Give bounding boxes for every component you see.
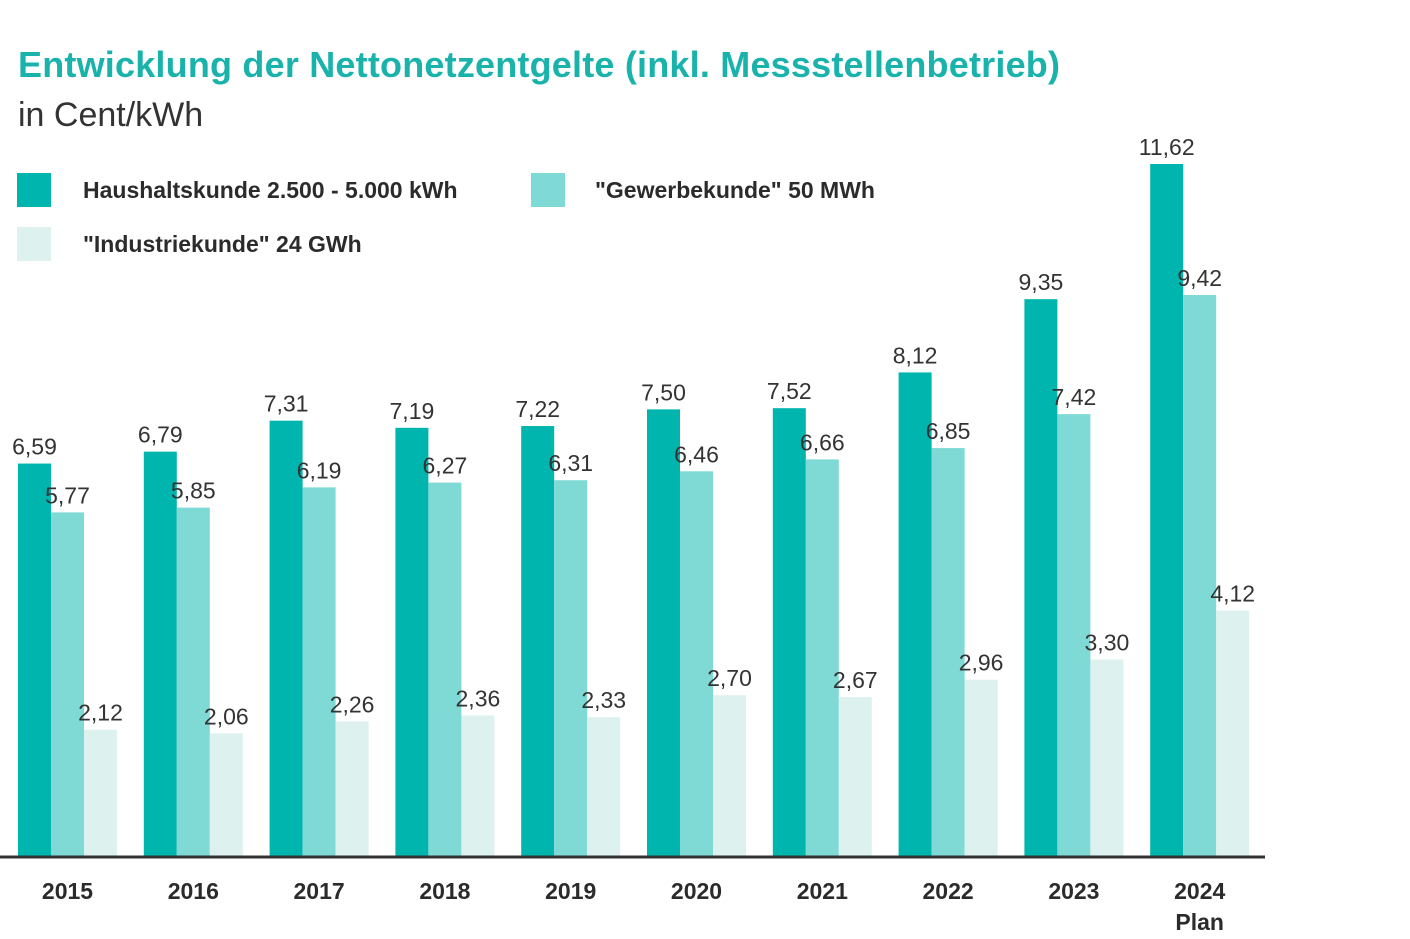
bar-gewerbekunde-2016: [176, 507, 210, 856]
value-label-haushaltskunde-2024: 11,62: [1139, 134, 1195, 160]
value-label-haushaltskunde-2020: 7,50: [641, 379, 686, 405]
value-label-industriekunde-2020: 2,70: [707, 665, 752, 691]
bar-industriekunde-2017: [335, 721, 369, 856]
x-tick-label-2024-line2: Plan: [1175, 909, 1224, 935]
legend-item-gewerbekunde: "Gewerbekunde" 50 MWh: [531, 173, 875, 207]
x-tick-label-2016: 2016: [168, 878, 219, 904]
value-label-industriekunde-2018: 2,36: [456, 685, 501, 711]
bar-industriekunde-2023: [1090, 659, 1124, 856]
value-label-gewerbekunde-2020: 6,46: [674, 441, 719, 467]
x-tick-label-2020: 2020: [671, 878, 722, 904]
value-label-industriekunde-2021: 2,67: [833, 667, 878, 693]
value-label-industriekunde-2024: 4,12: [1210, 581, 1255, 607]
value-label-haushaltskunde-2017: 7,31: [264, 391, 309, 417]
bar-gewerbekunde-2018: [428, 482, 462, 856]
bar-gewerbekunde-2020: [680, 471, 713, 856]
value-label-haushaltskunde-2015: 6,59: [12, 434, 57, 460]
value-label-haushaltskunde-2021: 7,52: [767, 378, 812, 404]
x-tick-label-2017: 2017: [294, 878, 345, 904]
bar-haushaltskunde-2015: [18, 463, 51, 856]
x-tick-label-2019: 2019: [545, 878, 596, 904]
bar-chart: 6,59 5,77 2,12 2015 6,79 5,85 2,06 2016 7,31 6,19…: [0, 134, 1265, 935]
bar-gewerbekunde-2022: [931, 448, 965, 856]
value-label-gewerbekunde-2022: 6,85: [926, 418, 971, 444]
value-label-gewerbekunde-2018: 6,27: [423, 453, 468, 479]
legend-label-industriekunde: "Industriekunde" 24 GWh: [83, 230, 362, 257]
bar-industriekunde-2021: [838, 696, 872, 856]
bar-haushaltskunde-2020: [647, 409, 680, 856]
value-label-haushaltskunde-2023: 9,35: [1019, 269, 1064, 295]
value-label-gewerbekunde-2023: 7,42: [1052, 384, 1097, 410]
bar-industriekunde-2019: [587, 717, 621, 856]
bar-industriekunde-2020: [713, 695, 746, 856]
value-label-haushaltskunde-2018: 7,19: [390, 398, 435, 424]
bar-haushaltskunde-2017: [269, 420, 303, 856]
value-label-industriekunde-2016: 2,06: [204, 703, 249, 729]
value-label-haushaltskunde-2019: 7,22: [515, 396, 560, 422]
x-tick-label-2015: 2015: [42, 878, 93, 904]
legend-label-gewerbekunde: "Gewerbekunde" 50 MWh: [595, 176, 875, 203]
value-label-industriekunde-2019: 2,33: [581, 687, 626, 713]
bar-industriekunde-2022: [964, 679, 998, 856]
x-tick-label-2021: 2021: [797, 878, 848, 904]
chart-subtitle: in Cent/kWh: [18, 96, 204, 134]
bar-gewerbekunde-2023: [1057, 414, 1091, 856]
value-label-gewerbekunde-2019: 6,31: [548, 450, 593, 476]
value-label-industriekunde-2015: 2,12: [78, 700, 123, 726]
legend-swatch-industriekunde: [17, 227, 51, 261]
legend-item-industriekunde: "Industriekunde" 24 GWh: [17, 227, 362, 261]
x-tick-label-2024: 2024: [1174, 878, 1225, 904]
bar-haushaltskunde-2021: [772, 408, 806, 856]
legend-item-haushaltskunde: Haushaltskunde 2.500 - 5.000 kWh: [17, 173, 458, 207]
value-label-haushaltskunde-2022: 8,12: [893, 342, 938, 368]
value-label-gewerbekunde-2021: 6,66: [800, 429, 845, 455]
bar-industriekunde-2018: [461, 715, 495, 856]
chart-panel: Entwicklung der Nettonetzentgelte (inkl.…: [0, 44, 1265, 935]
bar-gewerbekunde-2021: [805, 459, 839, 856]
bar-gewerbekunde-2015: [51, 512, 84, 856]
bar-gewerbekunde-2017: [302, 487, 336, 856]
bar-haushaltskunde-2022: [898, 372, 932, 856]
bar-gewerbekunde-2024: [1183, 295, 1217, 856]
value-label-gewerbekunde-2016: 5,85: [171, 478, 216, 504]
x-tick-label-2022: 2022: [923, 878, 974, 904]
value-label-industriekunde-2023: 3,30: [1085, 629, 1130, 655]
bar-industriekunde-2016: [209, 733, 243, 856]
value-label-industriekunde-2022: 2,96: [959, 650, 1004, 676]
bar-industriekunde-2024: [1216, 610, 1250, 856]
value-label-industriekunde-2017: 2,26: [330, 691, 375, 717]
bar-industriekunde-2015: [84, 729, 117, 856]
legend-swatch-gewerbekunde: [531, 173, 565, 207]
value-label-haushaltskunde-2016: 6,79: [138, 422, 183, 448]
bar-gewerbekunde-2019: [554, 480, 588, 856]
x-tick-label-2023: 2023: [1048, 878, 1099, 904]
x-tick-label-2018: 2018: [419, 878, 470, 904]
bar-haushaltskunde-2016: [143, 451, 177, 856]
value-label-gewerbekunde-2017: 6,19: [297, 457, 342, 483]
value-label-gewerbekunde-2015: 5,77: [45, 482, 90, 508]
value-label-gewerbekunde-2024: 9,42: [1177, 265, 1222, 291]
bar-haushaltskunde-2023: [1024, 299, 1058, 856]
legend-swatch-haushaltskunde: [17, 173, 51, 207]
legend-label-haushaltskunde: Haushaltskunde 2.500 - 5.000 kWh: [83, 176, 458, 203]
bar-haushaltskunde-2019: [521, 426, 555, 856]
bar-haushaltskunde-2024: [1150, 164, 1184, 856]
bar-haushaltskunde-2018: [395, 427, 429, 856]
chart-title: Entwicklung der Nettonetzentgelte (inkl.…: [18, 44, 1061, 85]
